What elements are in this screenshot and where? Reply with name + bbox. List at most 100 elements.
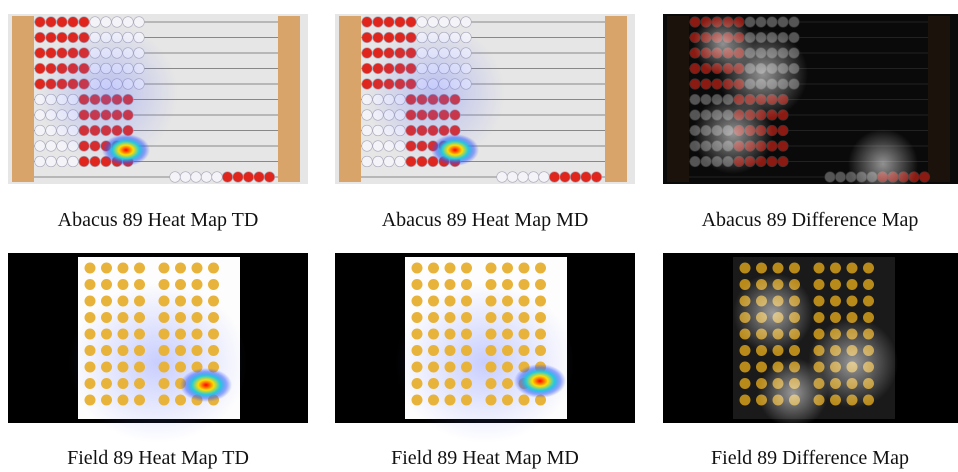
dot xyxy=(118,395,129,406)
bead xyxy=(373,156,384,167)
dot xyxy=(428,378,439,389)
heat-spot xyxy=(431,134,479,166)
dot xyxy=(519,395,530,406)
bead xyxy=(35,32,46,43)
dot xyxy=(85,279,96,290)
dot xyxy=(159,329,170,340)
bead xyxy=(35,141,46,152)
dot xyxy=(502,263,513,274)
dot xyxy=(863,296,874,307)
dot xyxy=(863,263,874,274)
dot xyxy=(502,378,513,389)
bead xyxy=(560,172,571,183)
dot xyxy=(412,395,423,406)
dot xyxy=(789,263,800,274)
dot xyxy=(159,263,170,274)
dot xyxy=(814,296,825,307)
bead xyxy=(46,141,57,152)
dot xyxy=(192,263,203,274)
dot xyxy=(773,263,784,274)
dot xyxy=(159,279,170,290)
bead xyxy=(362,156,373,167)
dot xyxy=(101,395,112,406)
dot xyxy=(101,296,112,307)
dot xyxy=(118,362,129,373)
bead xyxy=(362,17,373,28)
bead xyxy=(690,94,701,105)
bead xyxy=(362,141,373,152)
dot xyxy=(428,345,439,356)
dot xyxy=(445,312,456,323)
dot xyxy=(445,296,456,307)
dot xyxy=(486,362,497,373)
dot xyxy=(134,263,145,274)
dot xyxy=(535,329,546,340)
dot xyxy=(175,312,186,323)
dot xyxy=(85,378,96,389)
dot xyxy=(412,378,423,389)
bead xyxy=(690,17,701,28)
dot xyxy=(428,279,439,290)
dot xyxy=(461,263,472,274)
dot xyxy=(175,296,186,307)
bead xyxy=(767,156,778,167)
bead xyxy=(778,17,789,28)
dot xyxy=(101,263,112,274)
dot xyxy=(159,378,170,389)
bead xyxy=(123,17,134,28)
heat-spot xyxy=(102,134,150,166)
dot xyxy=(756,362,767,373)
dot xyxy=(814,312,825,323)
dot xyxy=(101,345,112,356)
dot xyxy=(445,378,456,389)
dot xyxy=(445,279,456,290)
dot xyxy=(445,263,456,274)
frame xyxy=(278,16,300,182)
bead xyxy=(518,172,529,183)
abacus-diff-image xyxy=(663,14,958,199)
bead xyxy=(212,172,223,183)
dot xyxy=(412,329,423,340)
dot xyxy=(192,345,203,356)
dot xyxy=(461,378,472,389)
difference-glow xyxy=(733,273,813,353)
dot xyxy=(134,345,145,356)
heat-haze xyxy=(395,283,575,443)
dot xyxy=(85,312,96,323)
dot xyxy=(502,395,513,406)
difference-glow xyxy=(693,14,753,74)
bead xyxy=(778,125,789,136)
dot xyxy=(192,296,203,307)
dot xyxy=(428,263,439,274)
dot xyxy=(461,296,472,307)
dot xyxy=(740,263,751,274)
bead xyxy=(756,17,767,28)
bead xyxy=(778,141,789,152)
dot xyxy=(830,263,841,274)
dot xyxy=(863,279,874,290)
dot xyxy=(519,329,530,340)
dot xyxy=(428,329,439,340)
heat-spot xyxy=(180,368,232,402)
dot xyxy=(486,378,497,389)
dot xyxy=(101,329,112,340)
dot xyxy=(175,345,186,356)
dot xyxy=(814,279,825,290)
dot xyxy=(740,395,751,406)
frame xyxy=(605,16,627,182)
bead xyxy=(35,125,46,136)
dot xyxy=(461,362,472,373)
dot xyxy=(519,263,530,274)
dot xyxy=(519,345,530,356)
dot xyxy=(428,312,439,323)
dot xyxy=(208,279,219,290)
bead xyxy=(35,156,46,167)
dot xyxy=(486,329,497,340)
caption: Abacus 89 Heat Map TD xyxy=(58,209,259,231)
caption: Field 89 Heat Map MD xyxy=(391,447,579,469)
dot xyxy=(740,378,751,389)
dot xyxy=(461,329,472,340)
bead xyxy=(373,141,384,152)
bead xyxy=(507,172,518,183)
dot xyxy=(535,296,546,307)
